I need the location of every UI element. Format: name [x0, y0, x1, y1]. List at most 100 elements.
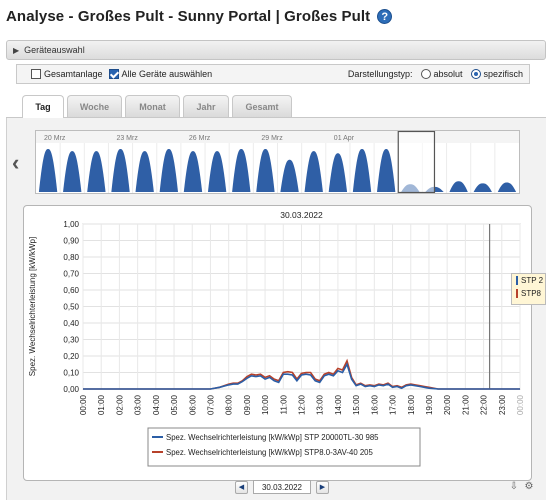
overview-selection	[397, 130, 436, 194]
page-title: Analyse - Großes Pult - Sunny Portal | G…	[6, 7, 371, 25]
date-field[interactable]: 30.03.2022	[253, 480, 311, 494]
page-header: Analyse - Großes Pult - Sunny Portal | G…	[6, 5, 393, 27]
overview-chart[interactable]: 20 Mrz 23 Mrz 26 Mrz 29 Mrz 01 Apr	[36, 130, 519, 194]
overview-day-bar	[207, 151, 227, 192]
x-tick-label: 01:00	[97, 394, 106, 415]
question-circle-icon[interactable]: ?	[377, 8, 393, 24]
spezifisch-radio[interactable]	[471, 69, 482, 79]
x-tick-label: 02:00	[115, 394, 124, 415]
overview-date-label: 29 Mrz	[261, 135, 283, 142]
chart-tooltip: STP 2 STP8	[511, 273, 546, 305]
chart-title: 30.03.2022	[280, 210, 323, 220]
y-tick-label: 0,30	[63, 336, 79, 345]
y-tick-label: 0,20	[63, 352, 79, 361]
x-tick-label: 16:00	[370, 394, 379, 415]
overview-day-bar	[135, 151, 154, 192]
overview-day-bar	[497, 182, 517, 192]
overview-day-bar	[111, 149, 130, 192]
absolut-radio[interactable]	[421, 69, 432, 79]
x-tick-label: 06:00	[188, 394, 197, 415]
overview-day-bar	[352, 149, 372, 192]
chart-legend: Spez. Wechselrichterleistung [kW/kWp] ST…	[147, 427, 421, 467]
x-tick-label: 19:00	[425, 394, 434, 415]
x-tick-label: 22:00	[480, 394, 489, 415]
tab-divider	[6, 117, 546, 118]
x-tick-label: 14:00	[334, 394, 343, 415]
x-tick-label: 05:00	[170, 394, 179, 415]
overview-day-bar	[376, 149, 396, 192]
x-tick-label: 18:00	[407, 394, 416, 415]
spezifisch-label: spezifisch	[483, 69, 523, 79]
chevron-right-icon: ▶	[13, 45, 20, 55]
x-tick-label: 21:00	[461, 394, 470, 415]
options-bar: Gesamtanlage Alle Geräte auswählen Darst…	[16, 64, 530, 84]
x-tick-label: 08:00	[225, 394, 234, 415]
overview-day-bar	[280, 159, 299, 192]
overview-day-bar	[232, 149, 251, 192]
alle-geraete-checkbox[interactable]	[108, 69, 119, 79]
tab-jahr[interactable]: Jahr	[183, 95, 229, 117]
y-tick-label: 0,90	[63, 237, 79, 246]
overview-day-bar	[87, 151, 106, 192]
y-tick-label: 0,40	[63, 319, 79, 328]
x-tick-label: 23:00	[498, 394, 507, 415]
x-tick-label: 00:00	[516, 394, 525, 415]
power-chart[interactable]: 30.03.2022 0,00 0,10 0,20 0,30 0,40 0,50 0,60 0,…	[24, 206, 531, 480]
tab-gesamt[interactable]: Gesamt	[232, 95, 292, 117]
x-tick-label: 12:00	[298, 394, 307, 415]
chart-container: 30.03.2022 0,00 0,10 0,20 0,30 0,40 0,50 0,60 0,…	[23, 205, 532, 481]
y-tick-label: 0,60	[63, 286, 79, 295]
x-tick-label: 17:00	[389, 394, 398, 415]
overview-day-bar	[63, 151, 82, 192]
x-tick-label: 09:00	[243, 394, 252, 415]
date-navigation: ◀ 30.03.2022 ▶	[235, 480, 329, 494]
chevron-left-icon[interactable]: ‹	[12, 150, 20, 175]
series-line-1	[83, 362, 520, 390]
x-tick-label: 00:00	[79, 394, 88, 415]
x-tick-label: 15:00	[352, 394, 361, 415]
legend-entry: Spez. Wechselrichterleistung [kW/kWp] ST…	[166, 433, 379, 442]
arrow-left-icon[interactable]: ◀	[235, 480, 248, 494]
x-tick-label: 13:00	[316, 394, 325, 415]
device-selection-bar[interactable]: ▶ Geräteauswahl	[6, 40, 546, 60]
gesamtanlage-checkbox[interactable]	[31, 69, 41, 79]
tab-tag[interactable]: Tag	[22, 95, 64, 118]
device-selection-label: Geräteauswahl	[24, 45, 85, 55]
overview-day-bar	[256, 149, 275, 192]
tooltip-swatch-2	[516, 289, 518, 298]
overview-day-bar	[304, 151, 323, 192]
y-tick-label: 0,50	[63, 303, 79, 312]
overview-day-bar	[473, 183, 492, 192]
overview-date-label: 20 Mrz	[44, 135, 66, 142]
y-tick-label: 0,00	[63, 385, 79, 394]
settings-icon[interactable]: ⚙	[524, 481, 534, 492]
overview-day-bar	[38, 149, 58, 192]
period-tabs: Tag Woche Monat Jahr Gesamt	[22, 95, 295, 118]
overview-day-bar	[328, 153, 348, 192]
gesamtanlage-label: Gesamtanlage	[44, 69, 103, 79]
y-tick-label: 1,00	[63, 220, 79, 229]
x-tick-label: 04:00	[152, 394, 161, 415]
tab-monat[interactable]: Monat	[125, 95, 180, 117]
export-icon[interactable]: ⇩	[509, 481, 519, 492]
overview-date-label: 01 Apr	[334, 135, 355, 142]
y-tick-label: 0,70	[63, 270, 79, 279]
overview-date-label: 23 Mrz	[116, 135, 138, 142]
overview-day-bar	[183, 151, 203, 192]
x-tick-label: 10:00	[261, 394, 270, 415]
x-tick-label: 03:00	[134, 394, 143, 415]
y-tick-label: 0,10	[63, 369, 79, 378]
x-tick-label: 20:00	[443, 394, 452, 415]
chart-tools: ⇩ ⚙	[508, 481, 538, 493]
overview-strip[interactable]: 20 Mrz 23 Mrz 26 Mrz 29 Mrz 01 Apr	[35, 130, 520, 194]
arrow-right-icon[interactable]: ▶	[316, 480, 329, 494]
tab-woche[interactable]: Woche	[67, 95, 122, 117]
y-tick-label: 0,80	[63, 253, 79, 262]
x-tick-label: 11:00	[279, 394, 288, 414]
tooltip-swatch-1	[516, 276, 518, 285]
tooltip-label-2: STP8	[521, 289, 542, 298]
overview-day-bar	[159, 149, 179, 192]
tooltip-label-1: STP 2	[521, 276, 544, 285]
y-axis-label: Spez. Wechselrichterleistung [kW/kWp]	[28, 237, 37, 376]
legend-entry: Spez. Wechselrichterleistung [kW/kWp] ST…	[166, 448, 374, 457]
